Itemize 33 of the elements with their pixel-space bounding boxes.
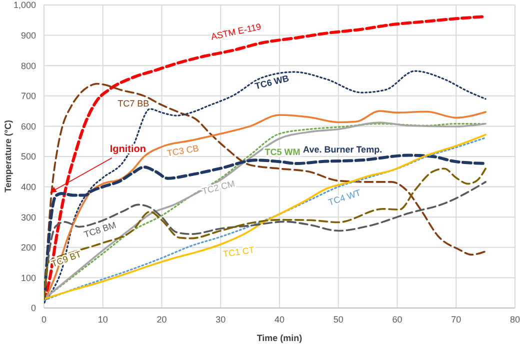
x-tick-label: 70 [451, 314, 462, 324]
x-tick-label: 0 [41, 314, 47, 324]
y-tick-label: 500 [20, 152, 36, 162]
x-tick-label: 10 [98, 314, 108, 324]
series-label: TC7 BB [118, 98, 150, 109]
y-tick-label: 700 [20, 91, 36, 102]
annotation: Ignition [110, 144, 146, 155]
y-tick-label: 0 [30, 303, 36, 314]
y-tick-label: 400 [20, 182, 36, 192]
x-tick-label: 30 [216, 314, 226, 324]
text: TC3 CB [166, 143, 200, 158]
y-tick-label: 1,000 [13, 0, 36, 10]
text: TC8 BM [82, 220, 118, 240]
text: TC6 WB [254, 73, 290, 92]
y-axis-title: Temperature (°C) [3, 120, 14, 192]
x-tick-label: 80 [510, 314, 520, 324]
text: TC9 BT [50, 248, 84, 269]
y-tick-label: 900 [20, 30, 36, 40]
text: TC1 CT [222, 244, 256, 260]
y-tick-label: 300 [20, 212, 36, 222]
y-tick-label: 200 [20, 242, 36, 253]
x-axis-title: Time (min) [256, 333, 302, 343]
y-tick-label: 100 [20, 272, 36, 283]
y-tick-label: 600 [20, 121, 36, 132]
text: ASTM E-119 [210, 21, 262, 42]
y-tick-label: 800 [20, 60, 36, 71]
series-label: TC5 WM [264, 146, 300, 157]
x-tick-label: 50 [333, 314, 344, 324]
x-tick-label: 20 [156, 314, 167, 324]
series-label: Ave. Burner Temp. [303, 144, 382, 154]
x-tick-label: 60 [392, 314, 402, 324]
x-tick-label: 40 [274, 314, 285, 324]
text: TC4 WT [327, 187, 362, 208]
